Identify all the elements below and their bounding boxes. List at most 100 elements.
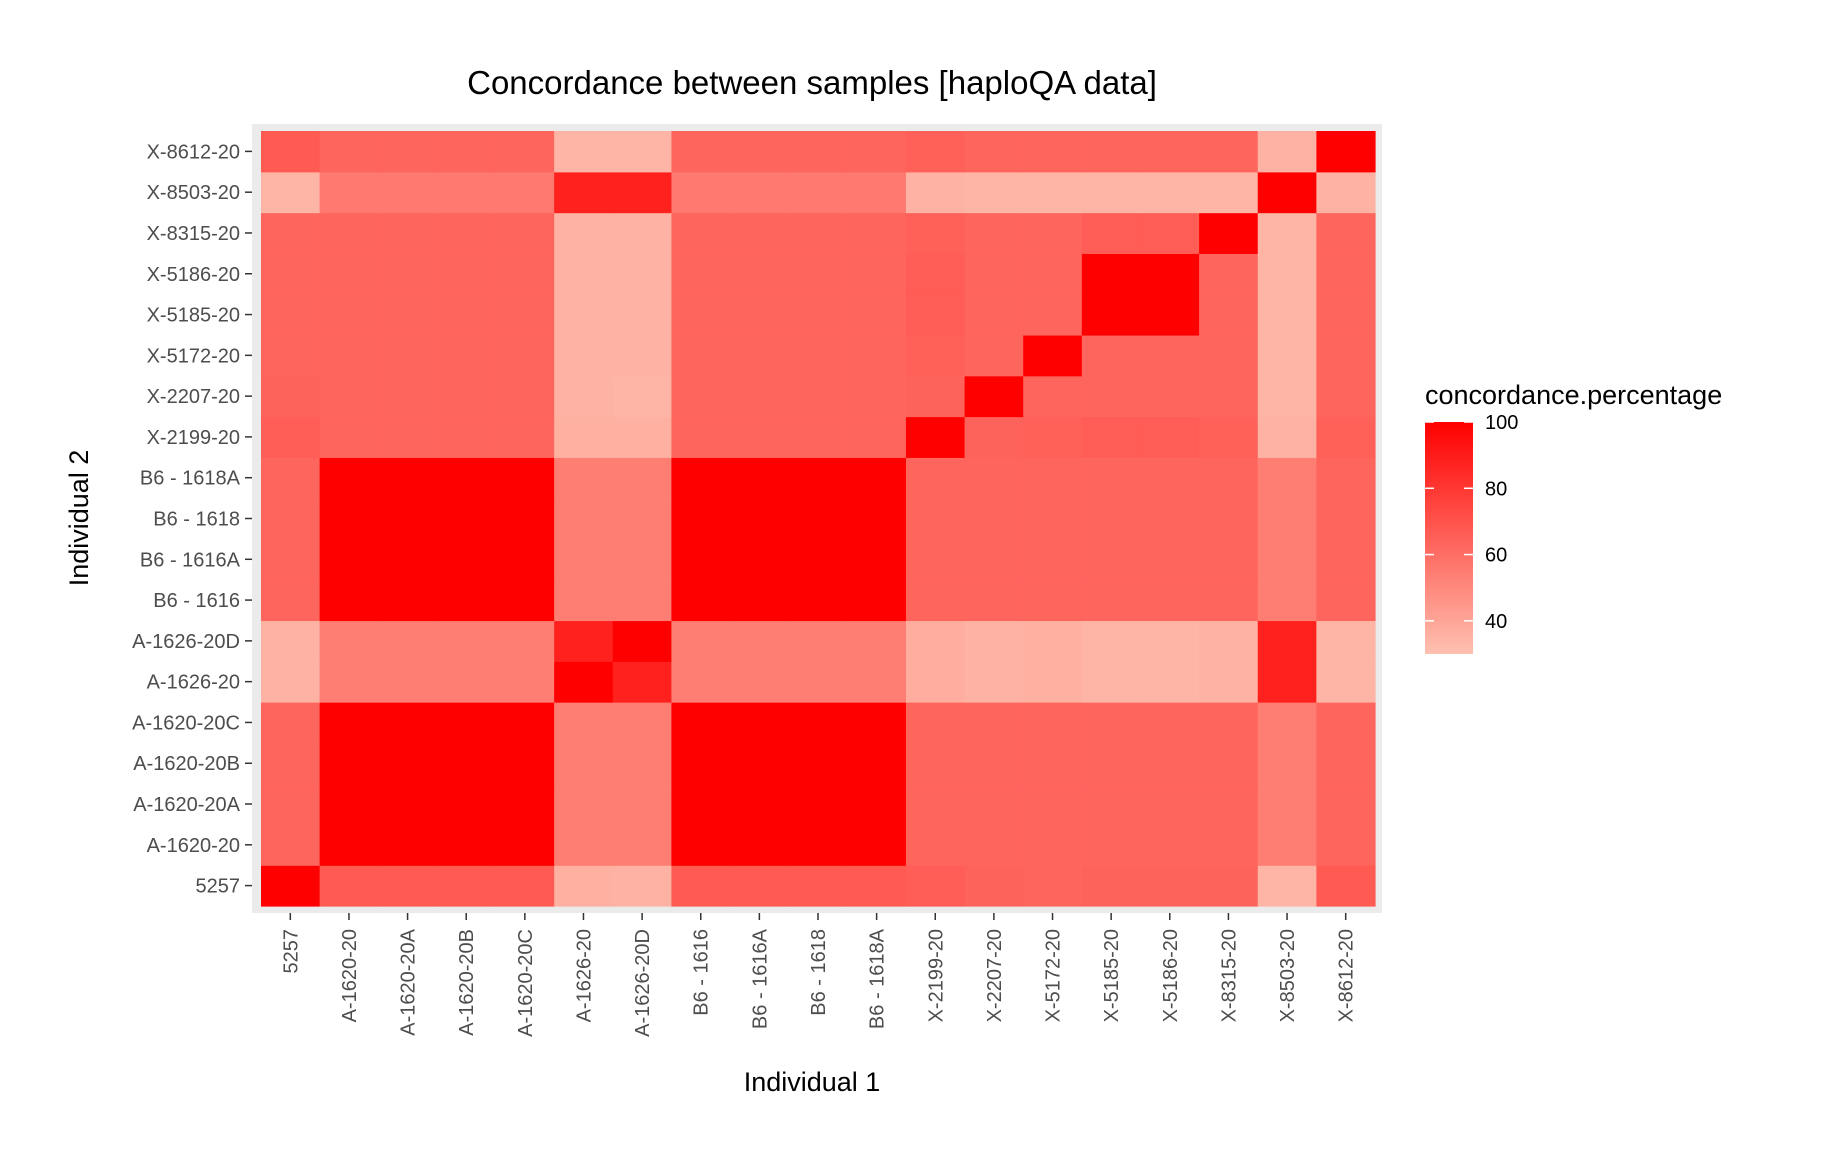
x-tick-label: X-2207-20	[984, 929, 1006, 1022]
heatmap-cell	[905, 579, 966, 622]
chart-title: Concordance between samples [haploQA dat…	[467, 64, 1157, 101]
y-tick-label: X-8503-20	[147, 182, 240, 204]
legend-colorbar	[1425, 422, 1473, 654]
heatmap-cell	[554, 702, 614, 744]
heatmap-cell	[612, 742, 673, 785]
heatmap-cell	[495, 702, 555, 744]
heatmap-cell	[1081, 457, 1142, 499]
heatmap-cell	[1316, 171, 1376, 214]
heatmap-cell	[319, 457, 379, 499]
heatmap-cell	[905, 457, 966, 499]
heatmap-cell	[1023, 294, 1083, 336]
heatmap-cell	[612, 824, 673, 866]
heatmap-cell	[319, 620, 379, 662]
heatmap-cell	[905, 416, 966, 458]
heatmap-cell	[495, 212, 555, 254]
heatmap-cell	[788, 538, 848, 581]
heatmap-cell	[788, 171, 848, 214]
heatmap-cell	[612, 131, 673, 173]
heatmap-cell	[847, 294, 907, 336]
heatmap-cell	[905, 538, 966, 581]
heatmap-cell	[671, 702, 731, 744]
x-tick-label: B6 - 1618A	[867, 928, 889, 1029]
x-tick-label: X-8315-20	[1218, 929, 1240, 1022]
heatmap-cell	[788, 661, 848, 703]
heatmap-cell	[1023, 171, 1083, 214]
heatmap-cell	[847, 212, 907, 254]
heatmap-cell	[788, 824, 848, 866]
x-tick-label: A-1620-20B	[456, 929, 478, 1036]
heatmap-cell	[1199, 212, 1259, 254]
y-tick-label: X-2199-20	[147, 427, 240, 449]
legend-ticks: 40 60 80 100	[1425, 412, 1518, 633]
heatmap-cell	[847, 375, 907, 418]
y-tick-label: X-8315-20	[147, 223, 240, 245]
heatmap-cell	[730, 702, 790, 744]
heatmap-cell	[964, 620, 1024, 662]
heatmap-cell	[378, 294, 438, 336]
heatmap-cell	[1140, 416, 1200, 458]
x-tick-label: A-1620-20	[339, 929, 361, 1022]
heatmap-cell	[964, 579, 1024, 622]
heatmap-cell	[378, 375, 438, 418]
y-axis-title: Individual 2	[64, 450, 94, 587]
heatmap-cell	[730, 212, 790, 254]
x-tick-label: B6 - 1616	[691, 929, 713, 1016]
heatmap-cell	[378, 783, 438, 826]
heatmap-cell	[964, 783, 1024, 826]
heatmap-cell	[1257, 131, 1317, 173]
heatmap-cell	[1257, 783, 1317, 826]
heatmap-cell	[378, 334, 438, 377]
heatmap-cell	[261, 212, 321, 254]
heatmap-cell	[1081, 334, 1142, 377]
heatmap-cell	[730, 579, 790, 622]
heatmap-cell	[1257, 498, 1317, 540]
heatmap-cell	[612, 661, 673, 703]
heatmap-cell	[261, 865, 321, 907]
heatmap-cell	[847, 131, 907, 173]
heatmap-cell	[847, 334, 907, 377]
heatmap-cell	[1140, 538, 1200, 581]
heatmap-cell	[730, 334, 790, 377]
heatmap-cell	[1257, 457, 1317, 499]
heatmap-cell	[261, 702, 321, 744]
legend: concordance.percentage 40 60 80 100	[1425, 380, 1722, 654]
heatmap-cell	[671, 620, 731, 662]
heatmap-cell	[1140, 498, 1200, 540]
legend-tick-label: 40	[1485, 611, 1507, 633]
heatmap-cell	[319, 131, 379, 173]
heatmap-cell	[1140, 294, 1200, 336]
heatmap-cell	[319, 212, 379, 254]
heatmap-cell	[495, 742, 555, 785]
heatmap-cell	[1257, 579, 1317, 622]
heatmap-cell	[671, 294, 731, 336]
heatmap-cell	[378, 498, 438, 540]
heatmap-cell	[1081, 212, 1142, 254]
heatmap-cell	[671, 212, 731, 254]
heatmap-cell	[554, 131, 614, 173]
heatmap-cell	[788, 620, 848, 662]
heatmap-cell	[261, 416, 321, 458]
heatmap-cell	[671, 661, 731, 703]
x-tick-label: X-8503-20	[1277, 929, 1299, 1022]
heatmap-cell	[671, 457, 731, 499]
heatmap-cell	[554, 334, 614, 377]
heatmap-cell	[261, 375, 321, 418]
heatmap-cell	[1140, 457, 1200, 499]
heatmap-cell	[261, 457, 321, 499]
y-tick-label: X-5172-20	[147, 345, 240, 367]
heatmap-cell	[1081, 865, 1142, 907]
heatmap-cell	[436, 334, 497, 377]
heatmap-cell	[905, 661, 966, 703]
heatmap-cell	[436, 253, 497, 295]
heatmap-cell	[319, 294, 379, 336]
x-axis-ticks: 5257 A-1620-20 A-1620-20A A-1620-20B A-1620-…	[280, 913, 1358, 1037]
heatmap-cell	[1316, 538, 1376, 581]
heatmap-cell	[1257, 702, 1317, 744]
heatmap-cell	[1140, 253, 1200, 295]
legend-tick-label: 100	[1485, 412, 1518, 434]
heatmap-cell	[319, 171, 379, 214]
heatmap-cell	[1081, 742, 1142, 785]
heatmap-cell	[1023, 334, 1083, 377]
heatmap-cell	[905, 702, 966, 744]
